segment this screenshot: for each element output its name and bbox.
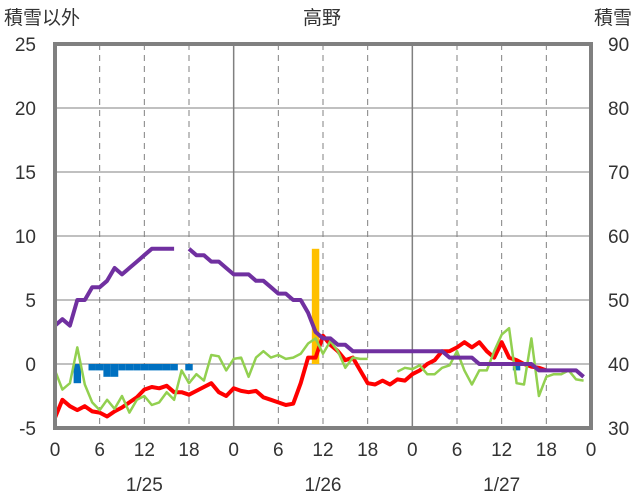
purple-series-line <box>187 247 585 379</box>
x-tick-label: 12 <box>312 440 333 461</box>
y-axis-right-label: 積雪 <box>594 7 632 29</box>
blue-bar <box>118 364 126 371</box>
blue-bar <box>125 364 134 371</box>
y-right-tick-label: 70 <box>608 163 629 184</box>
date-label: 1/27 <box>483 475 520 496</box>
blue-bar <box>185 364 193 371</box>
y-left-tick-label: 25 <box>15 35 36 56</box>
blue-bar <box>148 364 156 371</box>
blue-bar <box>140 364 149 371</box>
blue-bar <box>162 364 171 371</box>
y-axis-right-ticks: 90 80 70 60 50 40 30 <box>608 35 629 440</box>
blue-bar <box>73 364 82 384</box>
x-tick-label: 6 <box>94 440 105 461</box>
y-left-tick-label: 0 <box>25 355 36 376</box>
x-tick-label: 0 <box>407 440 418 461</box>
date-labels: 1/25 1/26 1/27 <box>126 475 520 496</box>
blue-bar <box>512 364 521 371</box>
series-lines <box>53 246 585 419</box>
date-label: 1/26 <box>305 475 342 496</box>
y-axis-left-ticks: 25 20 15 10 5 0 -5 <box>15 35 36 440</box>
x-tick-label: 6 <box>452 440 463 461</box>
blue-bar <box>170 364 178 371</box>
chart-title: 高野 <box>303 7 341 29</box>
blue-bar <box>155 364 163 371</box>
y-right-tick-label: 80 <box>608 99 629 120</box>
x-tick-label: 12 <box>491 440 512 461</box>
orange-bar <box>311 248 320 364</box>
green-series-line <box>396 326 584 398</box>
date-label: 1/25 <box>126 475 163 496</box>
x-tick-label: 18 <box>178 440 199 461</box>
y-left-tick-label: 10 <box>15 227 36 248</box>
blue-bar <box>133 364 141 371</box>
blue-bar <box>110 364 119 377</box>
purple-series-line <box>53 246 175 328</box>
y-right-tick-label: 60 <box>608 227 629 248</box>
x-axis-ticks: 0 6 12 18 0 6 12 18 0 6 12 18 0 <box>50 440 597 461</box>
plot-frame <box>53 42 593 430</box>
y-right-tick-label: 30 <box>608 419 629 440</box>
x-tick-label: 12 <box>134 440 155 461</box>
y-right-tick-label: 40 <box>608 355 629 376</box>
red-series-line <box>53 333 547 419</box>
y-right-tick-label: 90 <box>608 35 629 56</box>
x-tick-label: 18 <box>536 440 557 461</box>
y-axis-left-label: 積雪以外 <box>4 7 80 29</box>
y-left-tick-label: 5 <box>25 291 36 312</box>
y-right-tick-label: 50 <box>608 291 629 312</box>
blue-bar <box>95 364 104 371</box>
y-left-tick-label: -5 <box>19 419 36 440</box>
bars <box>73 248 521 384</box>
x-tick-label: 0 <box>50 440 61 461</box>
y-left-tick-label: 15 <box>15 163 36 184</box>
x-tick-label: 6 <box>273 440 284 461</box>
y-left-tick-label: 20 <box>15 99 36 120</box>
blue-bar <box>88 364 96 371</box>
x-tick-label: 18 <box>357 440 378 461</box>
blue-bar <box>103 364 111 377</box>
x-tick-label: 0 <box>228 440 239 461</box>
x-tick-label: 0 <box>586 440 597 461</box>
gridlines <box>55 44 591 428</box>
green-series-line <box>53 337 368 414</box>
